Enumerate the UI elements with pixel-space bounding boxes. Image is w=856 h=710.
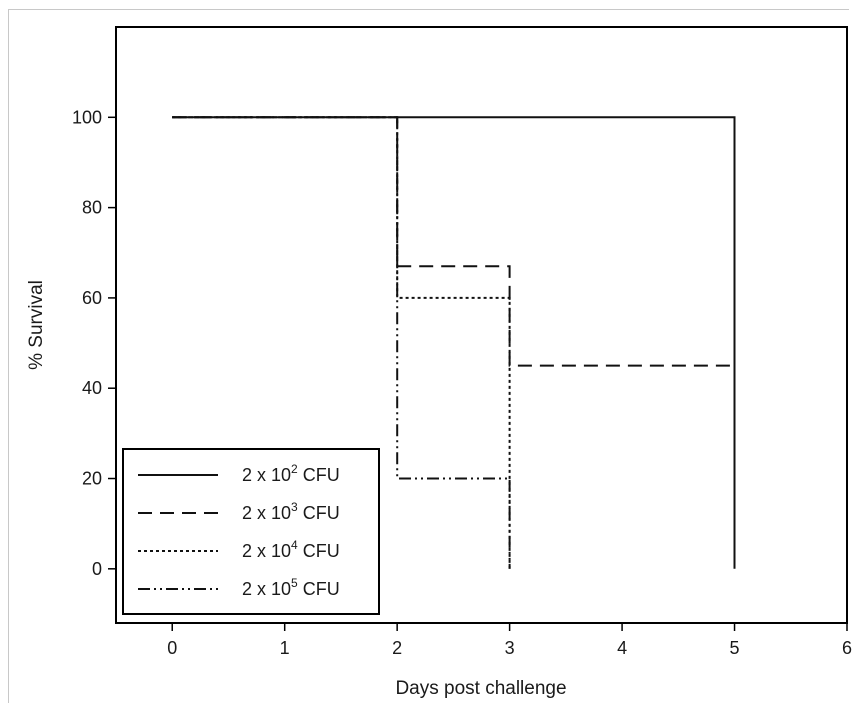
y-tick-label: 40 — [82, 378, 102, 398]
x-tick-label: 2 — [392, 638, 402, 658]
legend-entry-base: 2 x 10 — [242, 503, 291, 523]
legend-entry-unit: CFU — [303, 465, 340, 485]
legend-entry-label: 2 x 105 CFU — [242, 576, 340, 599]
legend-entry-label: 2 x 103 CFU — [242, 500, 340, 523]
series-line-dashed — [172, 116, 735, 367]
y-tick-label: 0 — [92, 559, 102, 579]
series-lines-layer — [172, 116, 736, 569]
plot-area-frame — [115, 26, 848, 624]
y-tick-label: 60 — [82, 288, 102, 308]
legend-box — [122, 448, 380, 615]
y-tick-label: 100 — [72, 107, 102, 127]
legend-entry-exponent: 5 — [291, 576, 298, 590]
y-tick-label: 80 — [82, 198, 102, 218]
series-line-solid — [172, 116, 736, 569]
y-axis-label: % Survival — [26, 280, 47, 370]
x-tick-label: 5 — [730, 638, 740, 658]
x-tick-label: 1 — [280, 638, 290, 658]
x-axis-label: Days post challenge — [395, 678, 566, 699]
x-tick-label: 0 — [167, 638, 177, 658]
x-tick-label: 4 — [617, 638, 627, 658]
legend-entry-base: 2 x 10 — [242, 579, 291, 599]
x-tick-label: 6 — [842, 638, 852, 658]
x-tick-label: 3 — [505, 638, 515, 658]
legend-entry-unit: CFU — [303, 503, 340, 523]
legend-entry-base: 2 x 10 — [242, 541, 291, 561]
figure-frame — [8, 9, 849, 703]
legend-entry-exponent: 3 — [291, 500, 298, 514]
legend-entry-label: 2 x 102 CFU — [242, 462, 340, 485]
legend-entry-exponent: 4 — [291, 538, 298, 552]
legend-entry-unit: CFU — [303, 579, 340, 599]
legend-entry-unit: CFU — [303, 541, 340, 561]
legend-entry-base: 2 x 10 — [242, 465, 291, 485]
legend-entry-exponent: 2 — [291, 462, 298, 476]
legend-entry-label: 2 x 104 CFU — [242, 538, 340, 561]
y-tick-label: 20 — [82, 469, 102, 489]
